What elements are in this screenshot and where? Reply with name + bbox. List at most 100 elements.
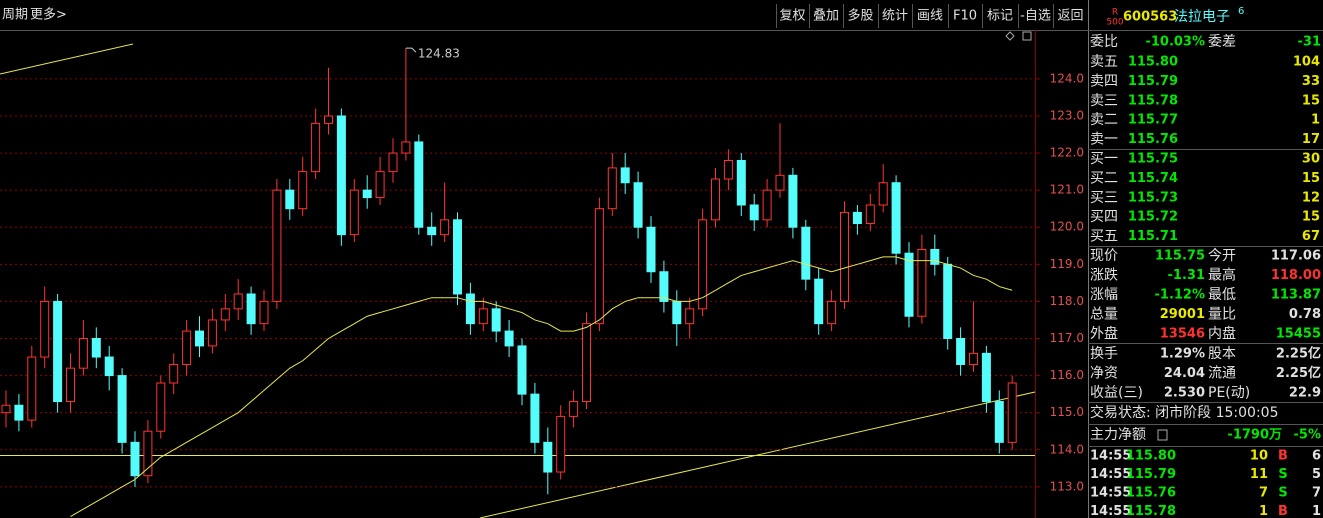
y-tick-label: 113.0 <box>1050 479 1084 493</box>
candle-body <box>723 159 733 180</box>
field-value: -10.03% <box>1145 35 1205 50</box>
candle-body <box>633 182 643 228</box>
y-tick-label: 115.0 <box>1050 405 1084 419</box>
trade-time: 14:55 <box>1090 504 1131 518</box>
candle-body <box>78 337 88 369</box>
toolbar-button[interactable]: 复权 <box>779 8 805 24</box>
trade-price: 115.79 <box>1126 467 1176 482</box>
field-label: 涨幅 <box>1090 287 1118 303</box>
field-value: 13546 <box>1160 327 1205 342</box>
field-label: 股本 <box>1208 346 1236 362</box>
trade-count: 1 <box>1312 504 1321 518</box>
candle-body <box>182 330 192 365</box>
candle-body <box>440 219 450 236</box>
y-tick-label: 123.0 <box>1050 108 1084 122</box>
candle-body <box>943 263 953 339</box>
field-value: 117.06 <box>1271 249 1321 264</box>
y-tick-label: 116.0 <box>1050 368 1084 382</box>
candle-body <box>14 404 24 421</box>
trade-status: 交易状态: 闭市阶段 15:00:05 <box>1090 404 1279 421</box>
candle-body <box>672 300 682 325</box>
candle-body <box>246 293 256 325</box>
candle-body <box>143 430 153 477</box>
field-value: 2.530 <box>1164 386 1205 401</box>
trade-side: B <box>1278 504 1288 518</box>
field-label: 内盘 <box>1208 325 1236 342</box>
toolbar-button[interactable]: 叠加 <box>813 9 839 24</box>
book-volume: 12 <box>1302 190 1320 205</box>
period-label[interactable]: 周期 <box>2 8 28 23</box>
field-value: 22.9 <box>1289 386 1321 401</box>
field-label: 外盘 <box>1090 325 1118 342</box>
candle-body <box>801 226 811 280</box>
candle-body <box>788 174 798 228</box>
toolbar-button[interactable]: F10 <box>953 9 977 24</box>
candle-body <box>427 226 437 236</box>
candle-body <box>969 352 978 365</box>
candle-body <box>530 393 540 443</box>
field-value: 113.87 <box>1271 288 1321 303</box>
candle-body <box>582 323 591 403</box>
book-price: 115.77 <box>1128 113 1178 128</box>
candle-body <box>646 226 656 273</box>
book-price: 115.76 <box>1128 132 1178 147</box>
candle-body <box>414 141 424 228</box>
candle-body <box>569 401 579 417</box>
field-value: -1.12% <box>1155 288 1206 303</box>
field-label: PE(动) <box>1208 385 1250 401</box>
candle-body <box>956 337 966 365</box>
trade-price: 115.80 <box>1126 449 1176 464</box>
toolbar-button[interactable]: 画线 <box>917 9 943 24</box>
candle-body <box>994 401 1004 443</box>
candle-body <box>904 252 914 317</box>
field-label: 净资 <box>1090 366 1118 382</box>
field-label: 委差 <box>1208 34 1236 50</box>
candle-body <box>324 115 333 124</box>
diamond-icon[interactable] <box>1005 31 1015 41</box>
candle-body <box>736 159 746 206</box>
flow-percent: -5% <box>1294 428 1321 443</box>
y-tick-label: 122.0 <box>1050 146 1084 160</box>
field-value: 115.75 <box>1155 249 1205 264</box>
candle-body <box>66 367 75 403</box>
flow-value: -1790万 <box>1227 428 1282 443</box>
book-label: 买五 <box>1090 229 1118 245</box>
trade-side: S <box>1278 467 1287 482</box>
square-icon[interactable] <box>1022 31 1032 41</box>
toolbar-button[interactable]: 返回 <box>1057 9 1083 24</box>
candle-body <box>233 293 243 310</box>
trade-volume: 10 <box>1250 449 1268 464</box>
book-label: 卖三 <box>1090 93 1118 109</box>
high-label: 124.83 <box>418 47 460 61</box>
candle-body <box>1007 382 1017 443</box>
book-label: 卖一 <box>1090 132 1118 148</box>
book-volume: 33 <box>1302 74 1320 89</box>
book-volume: 15 <box>1302 210 1320 225</box>
book-label: 买一 <box>1090 151 1118 167</box>
candle-body <box>156 382 166 432</box>
field-label: 最高 <box>1208 267 1236 284</box>
toolbar-button[interactable]: 统计 <box>882 9 908 24</box>
toolbar-button[interactable]: 标记 <box>987 9 1013 24</box>
candle-body <box>259 300 269 325</box>
candle-body <box>852 211 862 225</box>
book-label: 买三 <box>1090 190 1118 206</box>
field-value: 1.29% <box>1160 347 1205 362</box>
candle-body <box>130 441 140 477</box>
trade-volume: 1 <box>1259 504 1268 518</box>
trade-count: 5 <box>1312 467 1321 482</box>
more-label[interactable]: 更多> <box>30 7 67 23</box>
book-label: 卖四 <box>1090 73 1118 89</box>
toolbar-button[interactable]: -自选 <box>1020 9 1051 24</box>
candle-body <box>91 337 101 358</box>
field-label: 最低 <box>1208 287 1236 303</box>
candle-body <box>698 219 708 310</box>
flow-icon[interactable] <box>1157 429 1168 441</box>
trade-time: 14:55 <box>1090 486 1131 501</box>
toolbar-button[interactable]: 多股 <box>847 8 873 24</box>
field-label: 现价 <box>1090 248 1118 264</box>
book-price: 115.73 <box>1128 190 1178 205</box>
field-value: -1.31 <box>1168 268 1205 283</box>
candle-body <box>220 308 230 321</box>
